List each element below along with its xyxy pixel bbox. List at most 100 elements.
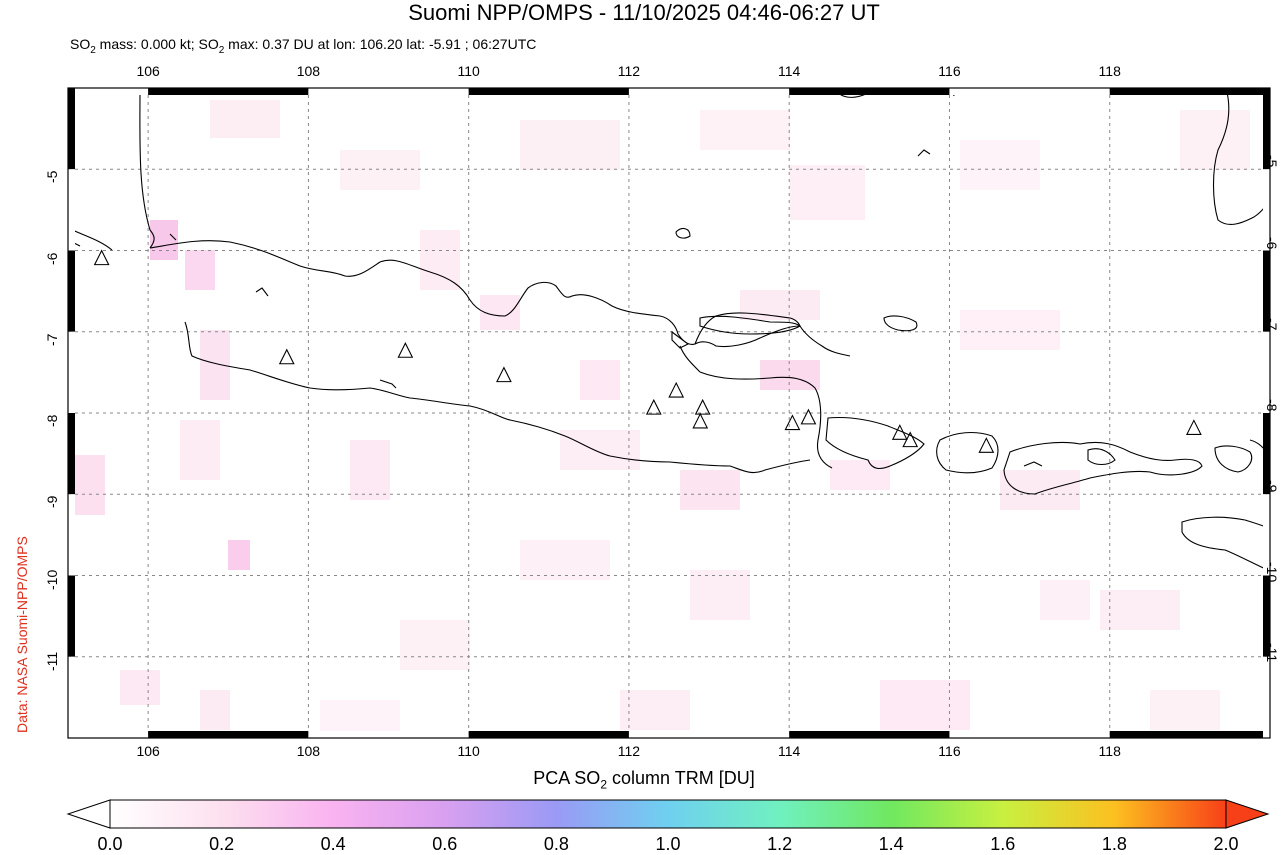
frame-segment-left (68, 331, 75, 413)
frame-segment-left (68, 575, 75, 657)
frame-segment-right (1263, 656, 1270, 738)
volcano-marker (278, 348, 295, 365)
colorbar-tick-label: 0.8 (543, 834, 569, 854)
lon-tick-label: 114 (778, 743, 801, 759)
frame-segment-bottom (628, 731, 790, 738)
lat-tick-label: -6 (1264, 236, 1280, 249)
lon-tick-label: 108 (296, 63, 321, 79)
frame-segment-bottom (308, 731, 469, 738)
volcano-marker (800, 408, 817, 425)
lat-tick-label: -9 (1264, 480, 1280, 493)
volcano-marker (694, 398, 711, 415)
lat-tick-label: -11 (1264, 642, 1280, 662)
lon-tick-label: 106 (136, 743, 160, 759)
lon-tick-label: 116 (938, 743, 961, 759)
frame-segment-top (68, 88, 149, 95)
lat-tick-label: -7 (1264, 317, 1280, 331)
lon-tick-label: 116 (938, 63, 961, 79)
lat-tick-label: -8 (44, 414, 60, 427)
frame-segment-top (148, 88, 309, 95)
frame-segment-top (949, 88, 1110, 95)
colorbar-tick-label: 0.0 (97, 834, 123, 854)
map-frame (67, 87, 1271, 739)
coastlines (68, 88, 1270, 572)
lon-tick-label: 108 (296, 743, 321, 759)
colorbar-tick-label: 1.4 (878, 834, 904, 854)
subtitle-text-2: mass: 0.000 kt; SO (95, 36, 219, 52)
lat-tick-label: -11 (44, 651, 60, 671)
colorbar-title-text-1: PCA SO (533, 768, 601, 788)
frame-segment-left (68, 494, 75, 576)
map-subtitle: SO2 mass: 0.000 kt; SO2 max: 0.37 DU at … (70, 35, 536, 60)
colorbar-tick-label: 1.2 (767, 834, 793, 854)
colorbar-tick-label: 0.2 (209, 834, 235, 854)
lat-tick-label: -8 (1264, 399, 1280, 412)
graticule (68, 88, 1270, 738)
colorbar-tick-label: 0.6 (432, 834, 458, 854)
frame-segment-right (1263, 331, 1270, 413)
frame-segment-right (1263, 88, 1270, 170)
so2-field (70, 100, 1250, 735)
colorbar-title-text-2: column TRM [DU] (607, 768, 755, 788)
volcano-marker (397, 342, 414, 358)
frame-segment-top (789, 88, 950, 95)
volcano-marker (496, 366, 512, 383)
colorbar-low-arrow (66, 799, 111, 829)
frame-segment-bottom (789, 731, 950, 738)
frame-segment-left (68, 88, 75, 170)
colorbar-tick-label: 0.4 (320, 834, 346, 854)
frame-segment-right (1263, 575, 1270, 657)
frame-segment-left (68, 250, 75, 332)
colorbar-title: PCA SO2 column TRM [DU] (0, 767, 1288, 796)
frame-segment-top (1109, 88, 1270, 95)
map-title: Suomi NPP/OMPS - 11/10/2025 04:46-06:27 … (408, 0, 880, 25)
frame-segment-top (468, 88, 629, 95)
subtitle-sub-1: 2 (90, 44, 96, 56)
lat-tick-label: -5 (44, 170, 60, 184)
colorbar-tick-label: 2.0 (1213, 834, 1239, 854)
frame-segment-right (1263, 169, 1270, 251)
volcano-marker (1185, 419, 1202, 435)
volcano-marker (902, 431, 919, 448)
colorbar (66, 799, 1270, 829)
lat-tick-label: -10 (1264, 561, 1280, 582)
lon-tick-label: 110 (457, 63, 480, 79)
volcano-marker (784, 414, 801, 431)
colorbar-tick-label: 1.0 (655, 834, 681, 854)
lon-tick-label: 112 (617, 63, 641, 79)
volcano-markers (93, 249, 1202, 453)
subtitle-sub-2: 2 (218, 44, 225, 56)
subtitle-text-3: max: 0.37 DU at lon: 106.20 lat: -5.91 ;… (224, 36, 537, 52)
volcano-marker (668, 381, 685, 398)
frame-outline (67, 87, 1271, 739)
frame-segment-bottom (949, 731, 1110, 738)
colorbar-title-sub: 2 (600, 777, 607, 792)
lon-tick-label: 106 (136, 63, 160, 79)
volcano-marker (692, 412, 709, 429)
subtitle-text-1: SO (70, 36, 91, 52)
lat-tick-label: -10 (44, 569, 60, 590)
frame-segment-left (68, 413, 75, 495)
volcano-marker (978, 437, 995, 453)
lon-tick-label: 112 (617, 743, 641, 759)
frame-segment-left (68, 656, 75, 738)
lat-tick-label: -5 (1264, 155, 1280, 168)
colorbar-tick-label: 1.8 (1101, 834, 1127, 854)
colorbar-gradient (109, 799, 1227, 829)
lat-tick-label: -7 (44, 333, 60, 346)
frame-segment-right (1263, 250, 1270, 332)
colorbar-tick-label: 1.6 (990, 834, 1016, 854)
lon-tick-label: 110 (457, 743, 480, 759)
volcano-marker (93, 249, 110, 266)
frame-segment-right (1263, 494, 1270, 576)
lon-tick-label: 118 (1098, 743, 1121, 759)
colorbar-high-arrow (1225, 799, 1270, 829)
lat-tick-label: -9 (44, 495, 60, 509)
frame-segment-bottom (1109, 731, 1270, 738)
frame-segment-bottom (68, 731, 149, 738)
lon-tick-label: 114 (778, 63, 801, 79)
frame-segment-bottom (148, 731, 309, 738)
lat-tick-label: -6 (44, 252, 60, 265)
frame-segment-bottom (468, 731, 629, 738)
